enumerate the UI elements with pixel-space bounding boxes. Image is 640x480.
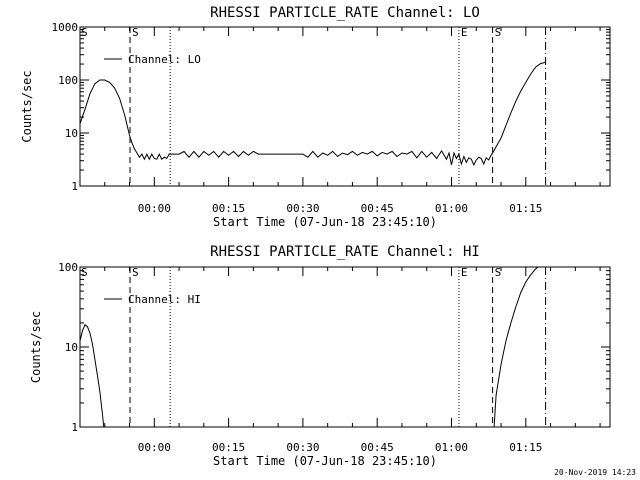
event-marker-label: S [495, 266, 502, 279]
x-tick-label: 00:30 [286, 202, 319, 215]
event-marker-label: S [132, 266, 139, 279]
event-marker-label: E [461, 26, 468, 39]
x-tick-label: 00:30 [286, 441, 319, 454]
plot-frame [79, 266, 611, 428]
y-tick-label: 1000 [52, 21, 79, 34]
x-tick-label: 00:45 [361, 202, 394, 215]
chart-title: RHESSI PARTICLE_RATE Channel: HI [210, 244, 480, 260]
x-tick-label: 00:15 [212, 441, 245, 454]
y-tick-label: 10 [65, 127, 78, 140]
event-marker-label: E [461, 266, 468, 279]
footer-date: 20-Nov-2019 14:23 [554, 468, 636, 477]
legend-label: Channel: LO [128, 53, 201, 66]
event-marker-label: S [132, 26, 139, 39]
x-tick-label: 00:00 [138, 202, 171, 215]
event-marker-label: S [81, 266, 88, 279]
y-tick-label: 1 [71, 180, 78, 193]
series-line-2 [493, 266, 546, 428]
series-line-1 [79, 323, 105, 428]
x-tick-label: 01:15 [509, 441, 542, 454]
x-axis-label: Start Time (07-Jun-18 23:45:10) [213, 215, 437, 229]
x-tick-label: 00:00 [138, 441, 171, 454]
y-axis-label: Counts/sec [29, 311, 43, 383]
series-line-1 [79, 61, 546, 167]
legend-label: Channel: HI [128, 293, 201, 306]
event-marker-label: S [495, 26, 502, 39]
chart-panel-2: RHESSI PARTICLE_RATE Channel: HI 1 10 100 00… [29, 244, 611, 468]
x-tick-label: 00:45 [361, 441, 394, 454]
y-tick-label: 100 [58, 74, 78, 87]
x-tick-label: 01:00 [435, 441, 468, 454]
y-tick-label: 100 [58, 261, 78, 274]
plot-frame [79, 26, 611, 187]
y-axis-label: Counts/sec [20, 70, 34, 142]
chart-title: RHESSI PARTICLE_RATE Channel: LO [210, 5, 480, 21]
x-tick-label: 01:15 [509, 202, 542, 215]
event-marker-label: S [81, 26, 88, 39]
x-tick-label: 01:00 [435, 202, 468, 215]
chart-panel-1: RHESSI PARTICLE_RATE Channel: LO 1 10 100 10… [20, 5, 611, 229]
y-tick-label: 10 [65, 341, 78, 354]
x-axis-label: Start Time (07-Jun-18 23:45:10) [213, 454, 437, 468]
x-tick-label: 00:15 [212, 202, 245, 215]
y-tick-label: 1 [71, 421, 78, 434]
